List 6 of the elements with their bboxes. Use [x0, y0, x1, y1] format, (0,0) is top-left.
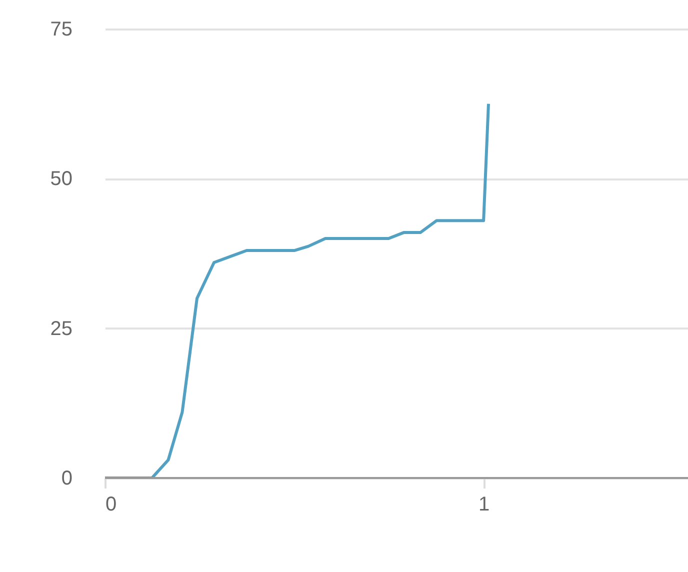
y-tick-label: 50	[50, 168, 72, 190]
y-tick-label: 0	[61, 468, 72, 490]
x-tick-label: 1	[478, 494, 490, 516]
y-tick-label: 25	[50, 318, 72, 340]
line-series	[105, 102, 490, 478]
y-tick-label: 75	[50, 18, 72, 40]
